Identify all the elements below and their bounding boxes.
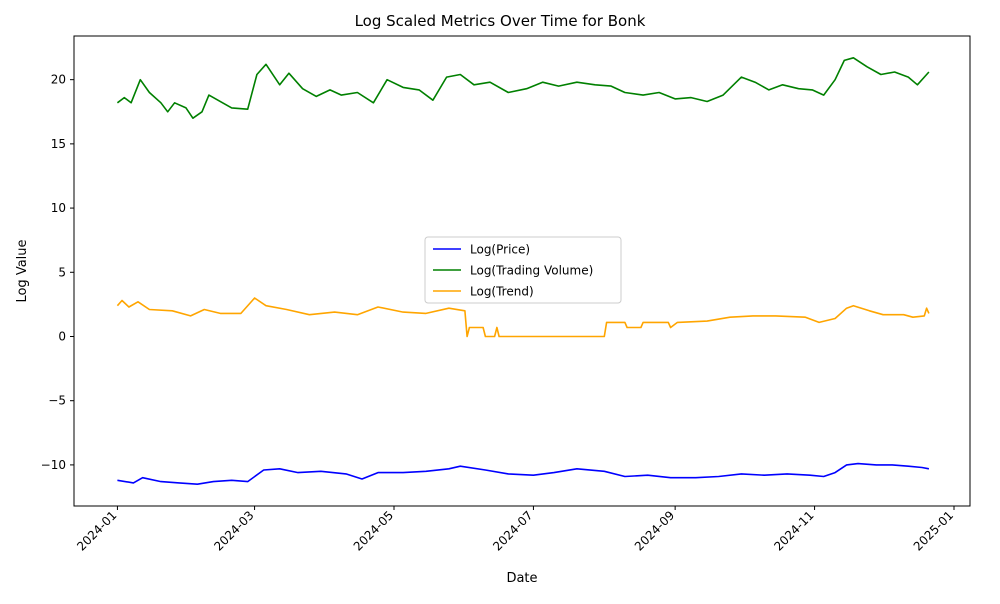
chart-title: Log Scaled Metrics Over Time for Bonk: [355, 12, 646, 30]
series-layer: [116, 57, 930, 485]
legend-label-2: Log(Trend): [470, 285, 534, 299]
x-axis: 2024-01 2024-03 2024-05 2024-07 2024-09 2024-…: [74, 506, 956, 554]
y-axis-label: Log Value: [15, 239, 30, 302]
y-tick-label: 20: [51, 73, 66, 87]
x-tick-label: 2024-01: [74, 508, 119, 553]
series-line-0: [117, 462, 930, 485]
legend-label-0: Log(Price): [470, 243, 530, 257]
y-tick-label: 0: [58, 329, 66, 343]
x-axis-label: Date: [506, 571, 537, 586]
y-tick-label: 10: [51, 201, 66, 215]
y-axis: −10 −5 0 5 10 15 20: [41, 73, 74, 472]
legend-frame: [424, 236, 622, 304]
x-tick-label: 2024-03: [211, 508, 256, 553]
legend: Log(Price) Log(Trading Volume) Log(Trend): [424, 236, 622, 304]
x-tick-label: 2025-01: [911, 508, 956, 553]
plot-area-frame: [73, 35, 971, 507]
x-tick-label: 2024-07: [490, 508, 535, 553]
series-line-1: [116, 57, 930, 119]
legend-label-1: Log(Trading Volume): [470, 264, 593, 278]
y-tick-label: −5: [48, 394, 66, 408]
y-tick-label: 5: [58, 265, 66, 279]
y-tick-label: 15: [51, 137, 66, 151]
x-tick-label: 2024-09: [632, 508, 677, 553]
series-line-2: [116, 297, 930, 338]
y-tick-label: −10: [41, 458, 66, 472]
x-tick-label: 2024-11: [771, 508, 816, 553]
x-tick-label: 2024-05: [351, 508, 396, 553]
